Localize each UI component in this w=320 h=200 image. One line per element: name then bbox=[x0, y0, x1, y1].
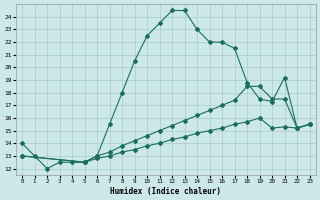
X-axis label: Humidex (Indice chaleur): Humidex (Indice chaleur) bbox=[110, 187, 221, 196]
